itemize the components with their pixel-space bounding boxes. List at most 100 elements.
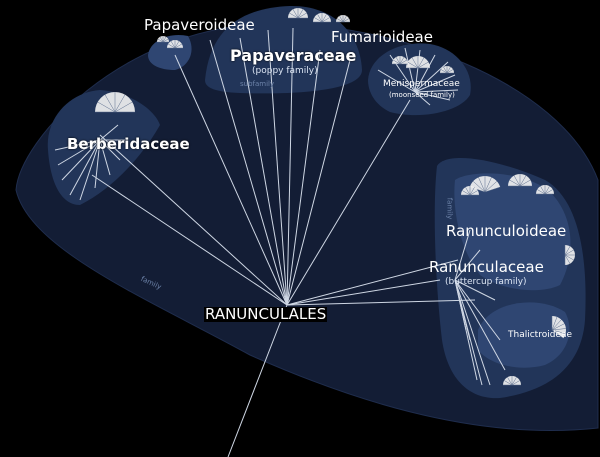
leaf-fan-spoke — [564, 254, 574, 261]
branch-line — [94, 139, 101, 189]
branch-line — [454, 279, 491, 386]
branch-line — [54, 139, 101, 151]
leaf-fan-spoke — [159, 36, 164, 43]
leaf-fan-spoke — [443, 66, 448, 74]
branch-line — [79, 139, 101, 201]
leaf-fan-spoke — [417, 61, 429, 69]
leaf-fan-spoke — [509, 179, 521, 187]
branch-line — [454, 279, 506, 371]
ranunculaceae-rank-tag: family — [445, 197, 454, 220]
branch-line — [414, 61, 449, 93]
branch-lines — [54, 27, 506, 457]
ranunculoideae-label[interactable]: Ranunculoideae — [446, 222, 567, 240]
branch-line — [454, 279, 467, 331]
leaf-fan-spoke — [511, 380, 520, 386]
branch-line — [414, 74, 456, 93]
berberidaceae-label[interactable]: Berberidaceae — [67, 135, 190, 153]
leaf-fan-spoke — [544, 186, 550, 195]
leaf-fan-spoke — [417, 57, 425, 69]
menispermaceae-common-name: (moonseed family) — [389, 91, 455, 99]
branch-line — [286, 49, 321, 306]
branch-line — [414, 91, 451, 101]
stem-line — [227, 304, 288, 457]
leaf-fan-spoke — [167, 43, 176, 49]
leaf-fan-spoke — [162, 36, 167, 43]
leaf-fan-spoke — [317, 14, 323, 23]
branch-line — [69, 139, 101, 196]
leaf-fan-spoke — [484, 186, 501, 193]
branch-line — [454, 279, 501, 341]
branch-line — [454, 229, 471, 281]
leaf-fan-spoke — [314, 17, 323, 23]
branch-line — [99, 139, 121, 161]
thalictroideae-label[interactable]: Thalictroideae — [508, 330, 573, 340]
leaf-fan-spoke — [174, 43, 183, 49]
branch-line — [414, 91, 431, 106]
leaf-fan-spoke — [507, 377, 513, 386]
leaf-fan-spoke — [339, 15, 344, 23]
leaf-fan-spoke — [551, 329, 564, 339]
leaf-fan-spoke — [297, 12, 307, 19]
branch-line — [454, 279, 496, 301]
leaf-fan-spoke — [97, 101, 116, 113]
leaf-fan-spoke — [551, 328, 566, 331]
leaf-fan-spoke — [551, 323, 565, 331]
branch-line — [286, 259, 459, 306]
branch-line — [286, 279, 441, 306]
leaf-fan-spoke — [469, 190, 478, 196]
ranunculoideae-region — [454, 173, 571, 291]
branch-line — [91, 174, 288, 306]
leaf-fans — [95, 8, 575, 386]
leaf-fan-spoke — [114, 94, 126, 113]
branch-line — [99, 134, 288, 306]
leaf-fan-spoke — [504, 380, 513, 386]
ranunculaceae-label[interactable]: Ranunculaceae — [429, 258, 544, 276]
papaveraceae-label[interactable]: Papaveraceae — [230, 46, 357, 65]
leaf-fan-spoke — [465, 187, 471, 196]
branch-line — [209, 39, 288, 306]
leaf-fan-spoke — [472, 181, 486, 193]
leaf-fan-spoke — [342, 18, 350, 23]
papaveraceae-region — [205, 5, 362, 94]
leaf-fan-spoke — [544, 189, 553, 195]
leaf-fan-spoke — [321, 14, 327, 23]
leaf-fan-spoke — [564, 246, 571, 256]
papaveroideae-label[interactable]: Papaveroideae — [144, 16, 255, 34]
leaf-fan-spoke — [462, 190, 471, 196]
branch-line — [61, 139, 101, 181]
branch-line — [286, 299, 476, 306]
ranunculales-label[interactable]: RANUNCULALES — [204, 305, 328, 323]
leaf-fan-spoke — [446, 66, 451, 74]
branch-line — [174, 54, 288, 306]
leaf-fan-spoke — [440, 69, 448, 74]
leaf-fan-spoke — [469, 187, 475, 196]
branch-line — [99, 124, 119, 141]
leaf-fan-spoke — [174, 40, 180, 49]
leaf-fan-spoke — [564, 254, 571, 264]
leaf-fan-spoke — [564, 249, 574, 256]
branch-line — [286, 99, 411, 306]
branch-line — [239, 37, 288, 306]
branch-line — [454, 249, 481, 281]
branch-line — [99, 139, 111, 176]
leaf-fan-spoke — [551, 319, 562, 331]
leaf-fan-spoke — [411, 57, 419, 69]
leaf-fan-spoke — [392, 59, 401, 65]
fumarioideae-label[interactable]: Fumarioideae — [331, 28, 433, 46]
leaf-fan-spoke — [407, 61, 419, 69]
leaf-fan-spoke — [399, 59, 408, 65]
leaf-fan-spoke — [511, 377, 517, 386]
leaf-fan-spoke — [478, 177, 486, 193]
leaf-fan-spoke — [336, 18, 344, 23]
leaf-fan-spoke — [289, 12, 299, 19]
branch-line — [414, 54, 436, 93]
menispermaceae-label[interactable]: Menispermaceae — [383, 79, 460, 89]
leaf-fan-spoke — [114, 101, 133, 113]
leaf-fan-spoke — [399, 56, 405, 65]
branch-line — [377, 69, 416, 93]
leaf-fan-spoke — [519, 179, 531, 187]
branch-line — [404, 47, 416, 93]
leaf-fan-spoke — [551, 316, 558, 331]
